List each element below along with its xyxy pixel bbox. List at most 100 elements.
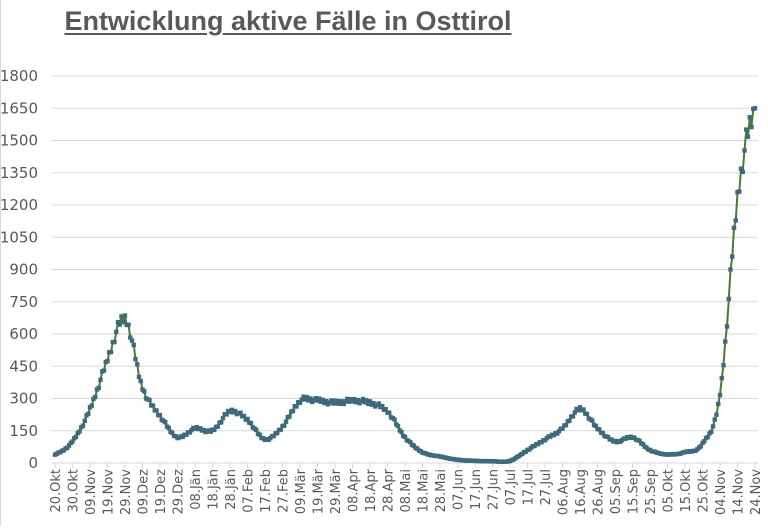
y-axis: 0 150 300 450 600 750 900 1050 1200 1350 1500 1650 1… (0, 67, 38, 472)
data-point-marker (716, 401, 721, 407)
x-tick-label: 19.Nov (102, 469, 117, 515)
data-point-marker (334, 401, 339, 406)
data-point-marker (135, 362, 140, 367)
data-point-marker (332, 398, 338, 403)
x-tick-label: 29.Nov (119, 469, 134, 515)
x-tick-label: 07.Jun (452, 469, 467, 510)
y-tick-label: 1500 (0, 132, 38, 150)
data-point-marker (346, 399, 352, 404)
x-tick-label: 16.Aug (574, 469, 589, 515)
data-point-marker (705, 434, 710, 440)
x-tick-label: 05.Sep (609, 469, 624, 514)
data-point-marker (343, 399, 348, 404)
data-point-marker (338, 401, 343, 406)
data-point-marker (304, 394, 310, 400)
data-point-marker (738, 166, 744, 172)
data-point-marker (555, 431, 560, 436)
data-point-marker (402, 434, 408, 440)
data-point-marker (336, 398, 341, 404)
data-point-marker (577, 405, 583, 410)
data-point-marker (66, 443, 72, 448)
data-point-marker (126, 322, 131, 327)
data-point-marker (593, 423, 598, 429)
data-point-marker (278, 427, 283, 432)
x-tick-label: 04.Nov (714, 469, 729, 515)
y-tick-label: 1200 (0, 196, 38, 214)
data-point-marker (136, 374, 142, 380)
data-point-marker (82, 418, 87, 423)
data-point-marker (723, 339, 728, 344)
data-point-marker (380, 403, 385, 409)
data-point-marker (294, 404, 299, 409)
data-point-marker (364, 398, 369, 403)
x-tick-label: 24.Nov (749, 469, 764, 515)
chart-title: Entwicklung aktive Fälle in Osttirol (64, 6, 512, 36)
data-point-marker (702, 439, 707, 444)
data-point-marker (313, 395, 318, 401)
data-point-marker (324, 398, 329, 404)
data-point-marker (224, 412, 229, 417)
data-point-marker (733, 218, 738, 223)
data-point-marker (215, 424, 220, 429)
data-point-marker (129, 338, 135, 343)
data-point-marker (257, 432, 262, 438)
data-point-marker (115, 319, 121, 325)
data-point-marker (737, 189, 742, 194)
data-point-marker (721, 362, 726, 368)
data-point-marker (297, 400, 303, 406)
series-line (54, 107, 756, 463)
y-tick-label: 300 (9, 390, 38, 408)
data-point-marker (712, 417, 717, 422)
data-point-marker (157, 412, 163, 418)
data-point-marker (271, 433, 276, 439)
x-tick-label: 27.Jul (539, 469, 554, 505)
data-point-marker (749, 124, 754, 130)
data-point-marker (166, 425, 171, 431)
y-tick-label: 600 (9, 325, 38, 343)
data-point-marker (138, 378, 143, 384)
data-point-marker (726, 296, 731, 302)
data-point-marker (345, 396, 350, 402)
data-point-marker (128, 335, 133, 340)
data-point-marker (89, 403, 94, 408)
x-tick-label: 14.Nov (732, 469, 747, 515)
data-point-marker (77, 429, 82, 434)
data-point-marker (744, 127, 749, 132)
data-point-marker (254, 427, 259, 433)
data-point-marker (605, 434, 611, 440)
data-point-marker (119, 314, 124, 319)
data-point-marker (154, 408, 159, 413)
data-point-marker (275, 430, 280, 436)
data-point-marker (637, 438, 642, 443)
y-tick-label: 1050 (0, 228, 38, 246)
data-point-marker (170, 430, 175, 436)
data-point-marker (387, 410, 392, 415)
y-tick-label: 450 (9, 357, 38, 375)
x-axis: 20.Okt 30.Okt 09.Nov 19.Nov 29.Nov 09.Dez 19.D… (49, 462, 764, 515)
data-point-marker (339, 399, 345, 404)
x-tick-label: 15.Sep (627, 469, 642, 514)
data-point-marker (101, 368, 107, 373)
data-point-marker (105, 358, 110, 364)
data-point-marker (96, 385, 101, 391)
x-tick-label: 09.Nov (84, 469, 99, 515)
x-tick-label: 08.Mai (399, 469, 414, 512)
data-point-marker (233, 408, 238, 414)
data-point-marker (590, 418, 595, 423)
data-point-marker (112, 339, 117, 345)
x-tick-label: 05.Okt (662, 469, 677, 513)
x-tick-label: 18.Jän (207, 469, 222, 510)
data-point-marker (98, 377, 103, 382)
x-tick-label: 28.Mai (434, 469, 449, 512)
data-point-marker (147, 397, 152, 403)
data-point-marker (283, 419, 289, 424)
x-tick-label: 06.Aug (557, 469, 572, 515)
data-point-marker (331, 401, 336, 406)
data-point-marker (131, 342, 136, 348)
y-tick-label: 1800 (0, 67, 38, 85)
data-point-marker (567, 418, 572, 423)
data-point-marker (730, 254, 735, 259)
data-point-marker (752, 106, 758, 111)
data-point-marker (408, 439, 413, 445)
